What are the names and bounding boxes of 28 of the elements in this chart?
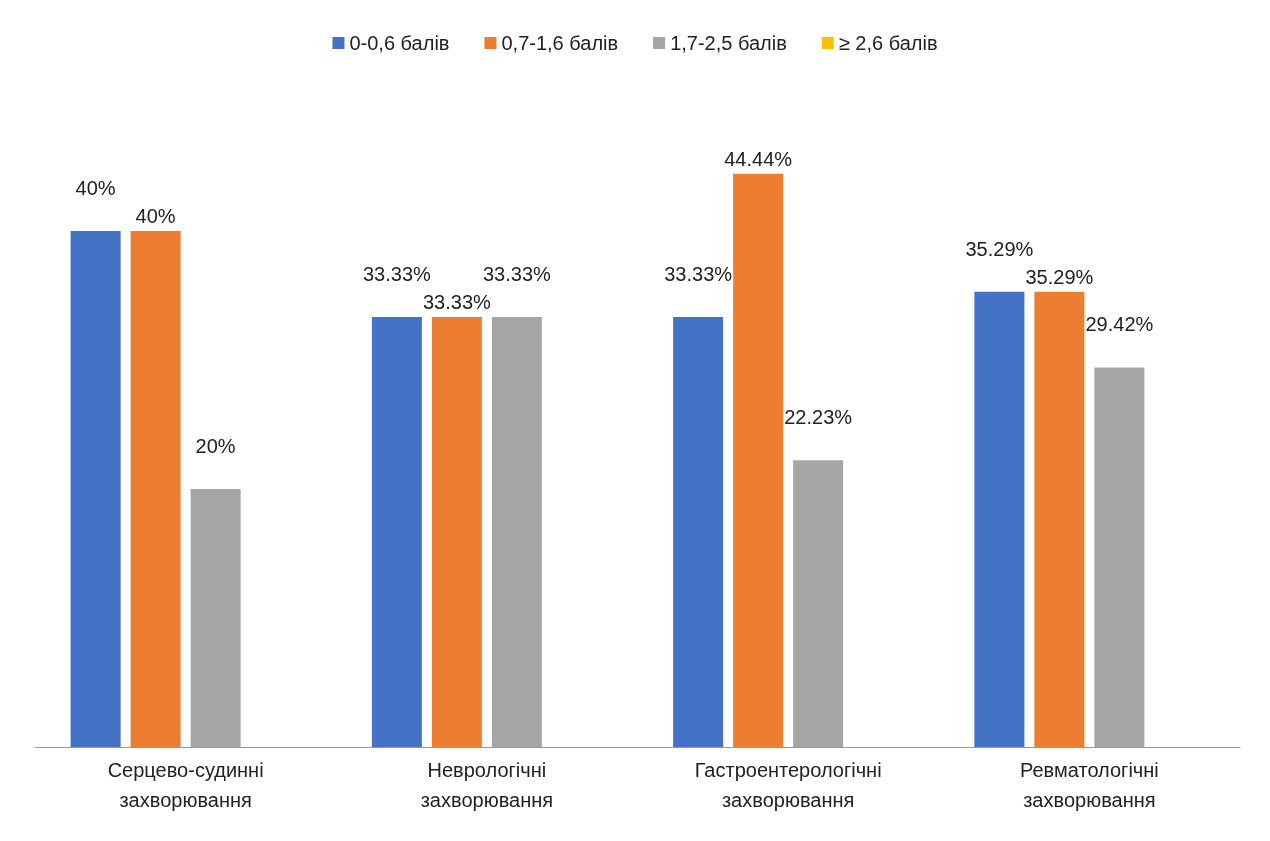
x-tick-label: Ревматологічні захворювання xyxy=(1020,759,1159,811)
legend-label: 0,7-1,6 балів xyxy=(501,32,619,54)
bar xyxy=(130,231,181,747)
data-label: 35.29% xyxy=(1025,265,1094,288)
data-label: 33.33% xyxy=(362,263,431,286)
x-tick-label: Гастроентерологічні захворювання xyxy=(694,759,882,811)
x-tick-label: Серцево-судинні захворювання xyxy=(107,759,264,811)
legend-label: 1,7-2,5 балів xyxy=(670,32,787,54)
bar xyxy=(673,317,724,747)
data-label: 33.33% xyxy=(482,263,551,286)
data-label: 40% xyxy=(75,177,116,199)
data-label: 33.33% xyxy=(422,291,491,314)
bar xyxy=(371,317,422,747)
legend-label: 0-0,6 балів xyxy=(349,32,450,54)
data-label: 22.23% xyxy=(784,406,853,429)
legend-label: ≥ 2,6 балів xyxy=(838,32,938,54)
bar xyxy=(431,317,482,747)
data-label: 40% xyxy=(135,205,176,227)
bar xyxy=(974,291,1025,747)
bar xyxy=(70,231,121,747)
bar xyxy=(1034,291,1085,747)
data-label: 44.44% xyxy=(724,147,793,170)
x-tick-label: Неврологічні захворювання xyxy=(420,759,554,811)
data-label: 35.29% xyxy=(965,237,1034,260)
data-label: 20% xyxy=(195,435,236,457)
data-label: 29.42% xyxy=(1085,313,1154,336)
data-label: 33.33% xyxy=(664,263,733,286)
bar xyxy=(733,173,784,747)
